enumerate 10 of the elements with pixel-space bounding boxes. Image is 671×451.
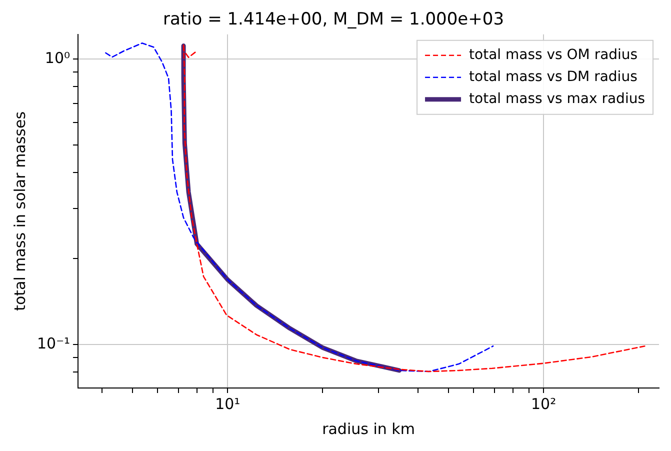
y-tick-label: 10⁻¹: [36, 334, 70, 352]
y-tick-label: 10⁰: [44, 48, 70, 67]
x-tick-label: 10²: [530, 394, 556, 413]
legend-label: total mass vs DM radius: [469, 69, 638, 86]
x-axis-title: radius in km: [322, 420, 415, 438]
y-axis-title: total mass in solar masses: [10, 111, 29, 311]
legend-label: total mass vs OM radius: [469, 47, 638, 64]
x-tick-label: 10¹: [215, 394, 240, 413]
chart-title: ratio = 1.414e+00, M_DM = 1.000e+03: [162, 10, 504, 30]
legend-label: total mass vs max radius: [469, 91, 646, 108]
